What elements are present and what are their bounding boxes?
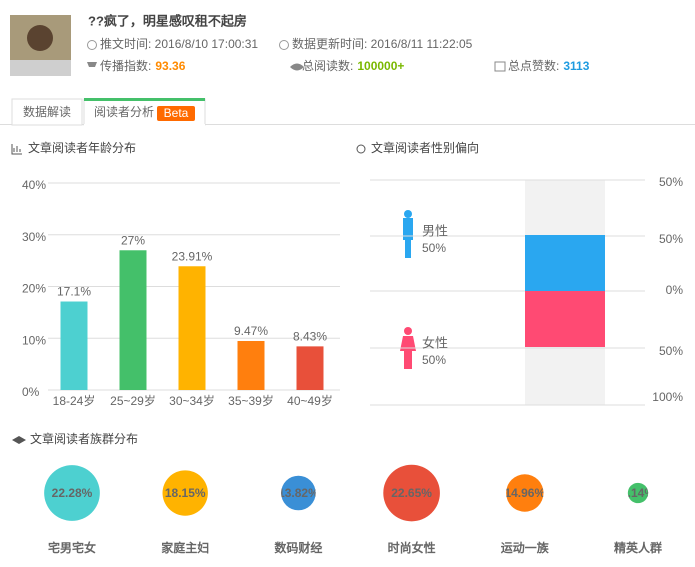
beta-text: Beta	[164, 106, 189, 120]
stat: 总点赞数: 3113	[508, 58, 590, 73]
female-head	[404, 327, 412, 335]
gender-value: 50%	[422, 241, 446, 255]
female-icon	[400, 336, 416, 369]
value-label: 8.43%	[293, 330, 327, 344]
publish-time: 推文时间: 2016/8/10 17:00:31	[100, 36, 258, 51]
male-icon	[403, 218, 413, 258]
stat-label: 总阅读数:	[302, 58, 353, 73]
bubble	[162, 470, 208, 516]
section-title: 文章阅读者年龄分布	[28, 140, 136, 155]
x-tick-label: 30~34岁	[169, 393, 215, 408]
x-tick-label: 40~49岁	[287, 393, 333, 408]
y-tick-label: 20%	[22, 282, 46, 296]
eye-icon	[290, 63, 304, 71]
y-tick-label: 40%	[22, 178, 46, 192]
bubble	[506, 474, 544, 512]
axis-label: 50%	[659, 344, 683, 358]
value-label: 27%	[121, 233, 145, 247]
bubble-label: 8.14%	[621, 486, 655, 500]
stat-value: 93.36	[155, 59, 185, 73]
bar	[296, 346, 324, 390]
bar	[525, 291, 605, 347]
trophy-icon	[87, 62, 97, 67]
chart-icon	[11, 144, 22, 155]
bubble	[281, 475, 316, 511]
bar	[237, 340, 265, 390]
tab-active-bar	[84, 98, 205, 101]
bar	[525, 235, 605, 291]
bubble-label: 14.96%	[504, 486, 545, 500]
bubble-label: 22.65%	[391, 486, 432, 500]
bar	[178, 266, 206, 390]
y-tick-label: 0%	[22, 385, 40, 399]
section-title: 文章阅读者性别偏向	[371, 140, 479, 155]
group-name: 数码财经	[274, 540, 322, 555]
bar	[60, 301, 88, 390]
axis-label: 0%	[666, 283, 684, 297]
y-tick-label: 30%	[22, 230, 46, 244]
tab-label[interactable]: 数据解读	[23, 104, 71, 119]
avatar-bottom	[10, 60, 71, 76]
stat-label: 总点赞数:	[508, 58, 559, 73]
male-head	[404, 210, 412, 218]
bubble-label: 22.28%	[52, 486, 93, 500]
value-label: 17.1%	[57, 285, 91, 299]
bubble-label: 13.82%	[278, 486, 319, 500]
gender-value: 50%	[422, 353, 446, 367]
bubble-label: 18.15%	[165, 486, 206, 500]
tab-gap	[84, 124, 205, 126]
group-name: 运动一族	[501, 540, 550, 555]
bar	[119, 250, 147, 390]
axis-label: 50%	[659, 175, 683, 189]
group-name: 家庭主妇	[161, 540, 209, 555]
stat: 传播指数: 93.36	[100, 58, 186, 73]
tab[interactable]	[11, 98, 83, 126]
avatar-face	[27, 25, 53, 51]
gender-icon	[356, 144, 366, 154]
update-time: 数据更新时间: 2016/8/11 11:22:05	[292, 36, 473, 51]
gender-label: 女性	[422, 335, 448, 350]
section-title: 文章阅读者族群分布	[30, 431, 138, 446]
bubble	[44, 465, 100, 521]
tab-label[interactable]: 阅读者分析	[94, 105, 154, 119]
value-label: 23.91%	[172, 249, 213, 263]
group-name: 宅男宅女	[48, 540, 96, 555]
refresh-icon	[279, 40, 289, 50]
group-name: 精英人群	[614, 540, 662, 555]
x-tick-label: 18-24岁	[53, 393, 96, 408]
clock-icon	[87, 40, 97, 50]
like-icon	[494, 61, 506, 72]
article-title: ??疯了，明星感叹租不起房	[88, 13, 247, 28]
beta-badge	[157, 106, 195, 121]
axis-label: 50%	[659, 232, 683, 246]
bubble	[627, 482, 649, 504]
cap-icon	[12, 436, 26, 444]
stat-value: 100000+	[357, 59, 404, 73]
tab-line	[0, 124, 695, 125]
group-name: 时尚女性	[388, 540, 436, 555]
stat-label: 传播指数:	[100, 58, 151, 73]
stat: 总阅读数: 100000+	[302, 58, 404, 73]
value-label: 9.47%	[234, 324, 268, 338]
y-tick-label: 10%	[22, 333, 46, 347]
x-tick-label: 35~39岁	[228, 393, 274, 408]
bubble	[383, 464, 440, 522]
x-tick-label: 25~29岁	[110, 393, 156, 408]
axis-label: 100%	[652, 390, 683, 404]
gender-label: 男性	[422, 223, 448, 238]
stat-value: 3113	[563, 59, 589, 73]
